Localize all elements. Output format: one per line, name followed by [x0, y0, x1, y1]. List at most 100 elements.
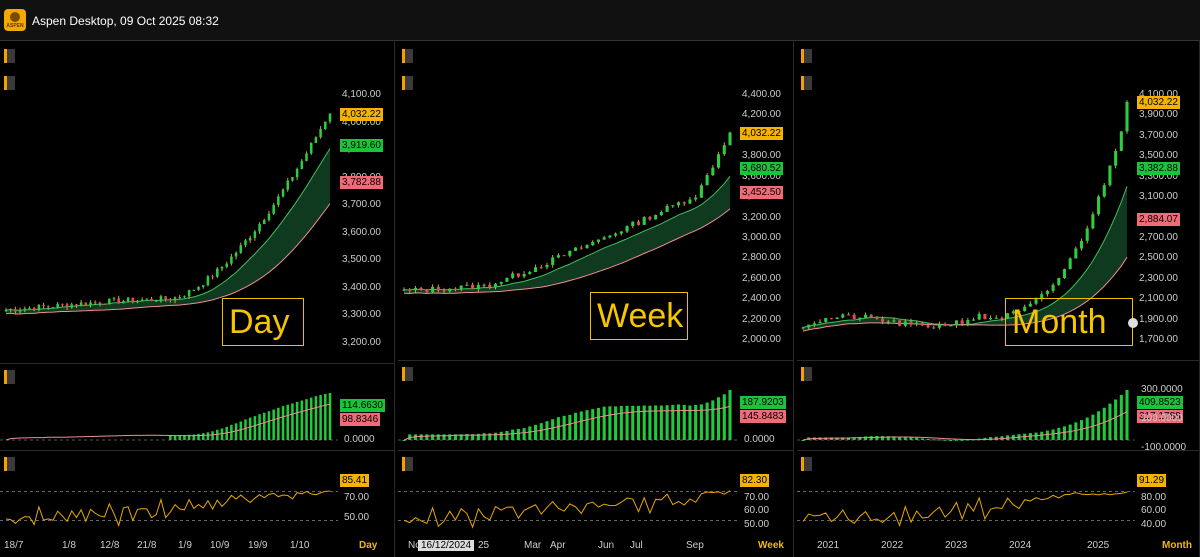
candle-body — [140, 299, 144, 301]
candle-body — [614, 233, 618, 236]
macd-bar — [614, 406, 618, 440]
candle-body — [1017, 311, 1021, 313]
pane-divider[interactable] — [797, 360, 1200, 361]
candle-body — [4, 309, 8, 312]
macd-bar — [1057, 427, 1061, 440]
candle-body — [431, 286, 435, 292]
pane-divider[interactable] — [398, 450, 794, 451]
macd-bar — [801, 440, 805, 441]
macd-bar — [1068, 424, 1072, 440]
chart-panel-month[interactable]: 4,100.00 3,900.00 3,700.00 3,500.00 3,300.00… — [797, 40, 1200, 557]
rsi-label[interactable] — [4, 457, 15, 471]
candle-body — [1028, 303, 1032, 307]
candle-body — [579, 247, 583, 249]
pane-divider[interactable] — [797, 450, 1200, 451]
macd-bar — [892, 436, 896, 440]
pane-divider[interactable] — [0, 363, 395, 364]
time-axis-tick: 18/7 — [4, 540, 24, 551]
candle-body — [253, 231, 257, 238]
candle-body — [556, 255, 560, 258]
macd-bar — [281, 406, 285, 440]
candle-body — [482, 284, 486, 286]
macd-bar — [402, 440, 406, 441]
price-chart-canvas[interactable] — [0, 40, 338, 540]
price-axis-tick: 2,000.00 — [742, 334, 781, 345]
rsi-header — [4, 457, 15, 471]
rsi-tag: 82.30 — [740, 474, 770, 487]
macd-bar — [262, 412, 266, 440]
app-logo[interactable]: ASPEN — [4, 9, 26, 31]
timeframe-label[interactable]: Day — [359, 540, 378, 551]
panel-divider[interactable] — [394, 40, 395, 557]
macd-bar — [476, 433, 480, 440]
candle-body — [216, 268, 219, 277]
macd-bar — [869, 436, 873, 440]
symbol-label[interactable] — [801, 49, 812, 63]
macd-header — [402, 367, 413, 381]
macd-bar — [886, 436, 890, 440]
pane-divider[interactable] — [398, 360, 794, 361]
macd-bar — [717, 397, 721, 440]
candle-body — [619, 231, 623, 234]
scroll-handle[interactable] — [1128, 318, 1138, 328]
candle-body — [75, 304, 78, 306]
candle-body — [309, 142, 313, 154]
price-axis-tick: 4,200.00 — [742, 109, 781, 121]
timeframe-watermark: Month — [1005, 298, 1133, 346]
macd-bar — [654, 405, 658, 440]
macd-bar — [591, 409, 595, 440]
chart-panel-day[interactable]: 4,100.004,000.003,900.003,800.003,700.00… — [0, 40, 395, 557]
mavco-label[interactable] — [801, 76, 812, 90]
macd-bar — [1045, 430, 1049, 440]
macd-bar — [220, 428, 224, 440]
rsi-label[interactable] — [801, 457, 812, 471]
mavco-label[interactable] — [4, 76, 15, 90]
timeframe-label[interactable]: Week — [758, 540, 784, 551]
candle-body — [994, 317, 998, 319]
price-axis-tick: 3,600.00 — [342, 226, 381, 238]
symbol-label[interactable] — [4, 49, 15, 63]
candle-body — [722, 145, 726, 155]
macd-bar — [173, 435, 177, 440]
candle-body — [562, 255, 566, 257]
candle-body — [1125, 101, 1129, 132]
pane-divider[interactable] — [0, 450, 395, 451]
candle-body — [642, 217, 646, 225]
time-axis-tick: Sep — [686, 540, 704, 551]
macd-label[interactable] — [4, 370, 15, 384]
timeframe-label[interactable]: Month — [1162, 540, 1192, 551]
macd-bar — [324, 393, 327, 440]
candle-body — [324, 121, 327, 129]
price-axis-tick: 2,400.00 — [742, 293, 781, 305]
macd-bar — [989, 437, 993, 440]
mavco-label[interactable] — [402, 76, 413, 90]
macd-bar — [216, 429, 219, 440]
time-axis-tick: 10/9 — [210, 540, 230, 551]
candle-body — [436, 286, 440, 291]
panel-divider[interactable] — [793, 40, 794, 557]
symbol-label[interactable] — [402, 49, 413, 63]
price-tag-last: 4,032.22 — [1137, 95, 1180, 109]
candle-body — [807, 324, 811, 328]
price-chart-canvas[interactable] — [797, 40, 1135, 540]
candle-body — [448, 288, 452, 292]
timeframe-watermark: Day — [222, 298, 304, 346]
candle-body — [206, 276, 210, 286]
candle-body — [1097, 196, 1101, 215]
price-chart-canvas[interactable] — [398, 40, 738, 540]
candle-body — [841, 314, 845, 318]
macd-bar — [277, 407, 280, 440]
candle-body — [812, 323, 816, 325]
chart-panel-week[interactable]: 4,400.004,200.004,000.003,800.003,600.00… — [398, 40, 794, 557]
ohlc-header — [4, 49, 15, 63]
macd-bar — [915, 437, 919, 440]
macd-label[interactable] — [402, 367, 413, 381]
candle-body — [1074, 248, 1078, 259]
candle-body — [926, 325, 930, 328]
candle-body — [413, 287, 417, 291]
macd-label[interactable] — [801, 367, 812, 381]
price-axis-tick: 3,800.00 — [742, 150, 781, 162]
macd-bar — [192, 434, 196, 440]
rsi-label[interactable] — [402, 457, 413, 471]
candle-body — [728, 132, 732, 146]
